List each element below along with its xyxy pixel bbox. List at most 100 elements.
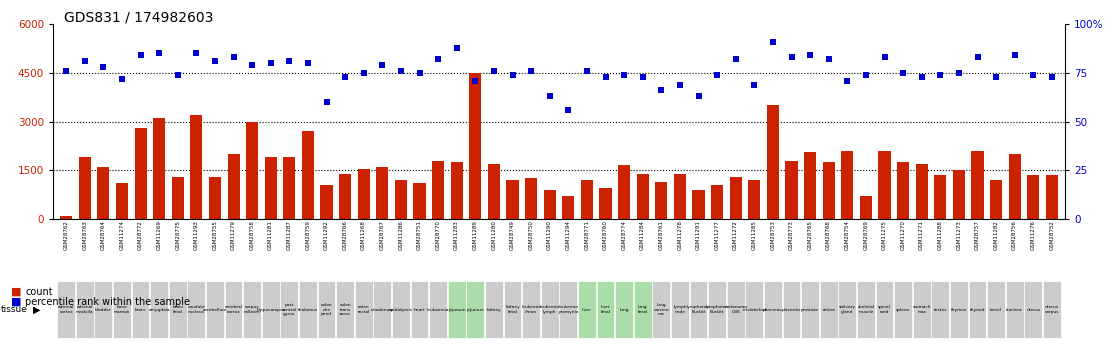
Bar bbox=[786, 161, 797, 219]
FancyBboxPatch shape bbox=[169, 281, 187, 338]
Text: GSM11268: GSM11268 bbox=[361, 220, 366, 250]
Text: GSM28767: GSM28767 bbox=[380, 220, 385, 250]
FancyBboxPatch shape bbox=[820, 281, 838, 338]
Point bbox=[745, 82, 763, 87]
Text: GSM11281: GSM11281 bbox=[268, 220, 273, 250]
Bar bbox=[655, 182, 668, 219]
Text: colon
rectal: colon rectal bbox=[358, 305, 370, 314]
Text: GSM28749: GSM28749 bbox=[510, 220, 515, 250]
Point bbox=[299, 60, 317, 66]
Text: GSM28764: GSM28764 bbox=[101, 220, 106, 250]
Text: post
central
gyrus: post central gyrus bbox=[281, 303, 297, 316]
Text: heart: heart bbox=[414, 308, 425, 312]
Text: mislabeled: mislabeled bbox=[743, 308, 766, 312]
Point bbox=[913, 74, 931, 80]
Bar bbox=[507, 180, 518, 219]
Text: colon
des
pend: colon des pend bbox=[321, 303, 332, 316]
FancyBboxPatch shape bbox=[504, 281, 521, 338]
FancyBboxPatch shape bbox=[373, 281, 391, 338]
Text: hippocampus: hippocampus bbox=[256, 308, 286, 312]
FancyBboxPatch shape bbox=[894, 281, 912, 338]
Text: caudate
nucleus: caudate nucleus bbox=[187, 305, 205, 314]
Text: cerebellum: cerebellum bbox=[203, 308, 227, 312]
Text: prostate: prostate bbox=[801, 308, 819, 312]
FancyBboxPatch shape bbox=[485, 281, 503, 338]
Bar bbox=[488, 164, 500, 219]
Bar bbox=[1008, 154, 1021, 219]
FancyBboxPatch shape bbox=[671, 281, 689, 338]
FancyBboxPatch shape bbox=[1043, 281, 1061, 338]
Text: GSM28765: GSM28765 bbox=[808, 220, 813, 250]
FancyBboxPatch shape bbox=[1024, 281, 1043, 338]
Point bbox=[485, 68, 503, 74]
Point bbox=[373, 62, 391, 68]
Point bbox=[58, 68, 75, 74]
FancyBboxPatch shape bbox=[187, 281, 205, 338]
Point bbox=[615, 72, 633, 78]
Bar bbox=[525, 178, 537, 219]
FancyBboxPatch shape bbox=[801, 281, 819, 338]
Point bbox=[671, 82, 689, 87]
Point bbox=[690, 93, 707, 99]
Text: GSM28773: GSM28773 bbox=[789, 220, 794, 250]
Text: liver: liver bbox=[582, 308, 592, 312]
Bar bbox=[674, 174, 686, 219]
Text: GSM28750: GSM28750 bbox=[529, 220, 534, 250]
Text: GSM11294: GSM11294 bbox=[566, 220, 571, 250]
FancyBboxPatch shape bbox=[225, 281, 242, 338]
Text: leukemia
lymph: leukemia lymph bbox=[540, 305, 560, 314]
Bar bbox=[618, 166, 630, 219]
Text: GSM11293: GSM11293 bbox=[194, 220, 199, 250]
Point bbox=[262, 60, 280, 66]
Text: GSM28751: GSM28751 bbox=[417, 220, 422, 250]
Text: GSM11276: GSM11276 bbox=[1031, 220, 1036, 250]
FancyBboxPatch shape bbox=[783, 281, 800, 338]
FancyBboxPatch shape bbox=[466, 281, 484, 338]
Text: GSM11286: GSM11286 bbox=[399, 220, 403, 250]
Text: salivary
gland: salivary gland bbox=[839, 305, 856, 314]
Bar bbox=[432, 161, 444, 219]
Text: jejunum: jejunum bbox=[466, 308, 484, 312]
FancyBboxPatch shape bbox=[876, 281, 893, 338]
Text: lung: lung bbox=[619, 308, 629, 312]
Point bbox=[523, 68, 540, 74]
FancyBboxPatch shape bbox=[857, 281, 875, 338]
FancyBboxPatch shape bbox=[615, 281, 633, 338]
Text: adrenal
cortex: adrenal cortex bbox=[58, 305, 74, 314]
Point bbox=[634, 74, 652, 80]
FancyBboxPatch shape bbox=[987, 281, 1005, 338]
Text: spleen: spleen bbox=[896, 308, 910, 312]
Bar bbox=[209, 177, 221, 219]
Bar bbox=[841, 151, 853, 219]
Point bbox=[318, 99, 335, 105]
Text: corpus
callosm: corpus callosm bbox=[244, 305, 260, 314]
Point bbox=[504, 72, 521, 78]
Point bbox=[448, 45, 466, 50]
Text: GSM11269: GSM11269 bbox=[157, 220, 162, 250]
Text: melanoma
G36: melanoma G36 bbox=[724, 305, 747, 314]
FancyBboxPatch shape bbox=[634, 281, 652, 338]
Point bbox=[113, 76, 131, 81]
Text: GSM28772: GSM28772 bbox=[138, 220, 143, 250]
Bar bbox=[804, 152, 816, 219]
Text: GSM28768: GSM28768 bbox=[826, 220, 831, 250]
Text: epididymis: epididymis bbox=[389, 308, 413, 312]
Bar bbox=[1027, 175, 1039, 219]
Text: GSM28760: GSM28760 bbox=[603, 220, 608, 250]
Point bbox=[1024, 72, 1042, 78]
FancyBboxPatch shape bbox=[1006, 281, 1024, 338]
Text: percentile rank within the sample: percentile rank within the sample bbox=[25, 297, 190, 307]
Bar bbox=[711, 185, 723, 219]
Bar bbox=[302, 131, 314, 219]
Point bbox=[578, 68, 596, 74]
Point bbox=[764, 39, 782, 45]
Point bbox=[838, 78, 856, 83]
Bar bbox=[469, 73, 482, 219]
Bar bbox=[823, 162, 835, 219]
Text: trachea: trachea bbox=[1006, 308, 1023, 312]
Bar bbox=[321, 185, 332, 219]
Text: GSM11282: GSM11282 bbox=[994, 220, 999, 250]
Point bbox=[1043, 74, 1061, 80]
Text: GSM11272: GSM11272 bbox=[733, 220, 738, 250]
Point bbox=[708, 72, 726, 78]
